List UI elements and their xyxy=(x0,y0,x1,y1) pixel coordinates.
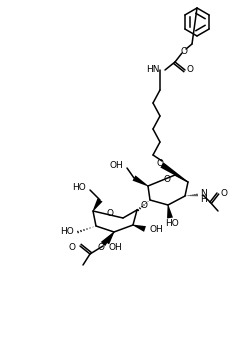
Text: OH: OH xyxy=(150,224,164,234)
Text: HN: HN xyxy=(146,65,160,74)
Text: O: O xyxy=(106,210,114,218)
Polygon shape xyxy=(132,175,148,186)
Polygon shape xyxy=(93,198,103,211)
Text: O: O xyxy=(221,188,228,197)
Polygon shape xyxy=(167,205,173,218)
Text: O: O xyxy=(141,202,148,211)
Text: OH: OH xyxy=(109,161,123,171)
Text: O: O xyxy=(156,158,164,167)
Text: O: O xyxy=(69,243,76,251)
Text: O: O xyxy=(187,65,194,74)
Text: OH: OH xyxy=(109,244,123,252)
Text: HO: HO xyxy=(72,184,86,192)
Text: H: H xyxy=(200,195,207,205)
Text: O: O xyxy=(97,244,105,252)
Polygon shape xyxy=(133,225,146,232)
Text: N: N xyxy=(200,188,207,197)
Polygon shape xyxy=(105,232,114,244)
Polygon shape xyxy=(101,232,114,246)
Polygon shape xyxy=(160,162,188,182)
Text: HO: HO xyxy=(60,227,74,237)
Text: O: O xyxy=(164,175,170,184)
Text: O: O xyxy=(181,47,187,56)
Text: HO: HO xyxy=(165,219,179,228)
